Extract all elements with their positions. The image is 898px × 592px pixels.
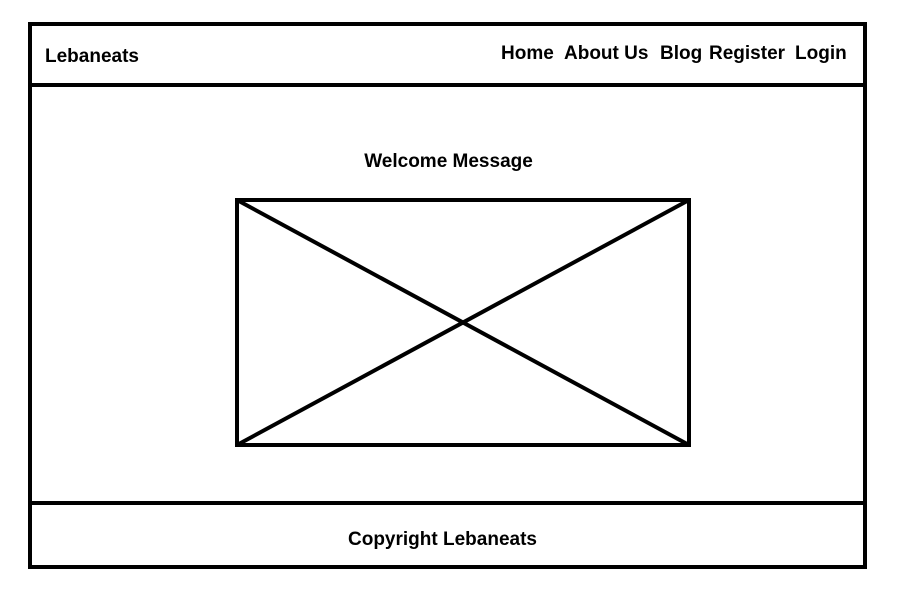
- copyright-text: Copyright Lebaneats: [348, 529, 537, 550]
- nav-register[interactable]: Register: [709, 43, 786, 64]
- nav-home[interactable]: Home: [501, 43, 554, 64]
- header: Lebaneats Home About Us Blog Register Lo…: [32, 26, 863, 87]
- footer: Copyright Lebaneats: [32, 501, 863, 565]
- placeholder-diagonal-2: [236, 198, 690, 447]
- nav-about-us[interactable]: About Us: [564, 43, 649, 64]
- nav-login[interactable]: Login: [795, 43, 847, 64]
- placeholder-border: [235, 198, 691, 447]
- site-logo[interactable]: Lebaneats: [45, 46, 139, 67]
- image-placeholder-graphic: [235, 198, 691, 447]
- main-nav: Home About Us Blog Register Login: [32, 43, 863, 67]
- welcome-message: Welcome Message: [364, 151, 533, 172]
- page-frame: Lebaneats Home About Us Blog Register Lo…: [28, 22, 867, 569]
- nav-blog[interactable]: Blog: [660, 43, 703, 64]
- image-placeholder-icon: [235, 198, 691, 447]
